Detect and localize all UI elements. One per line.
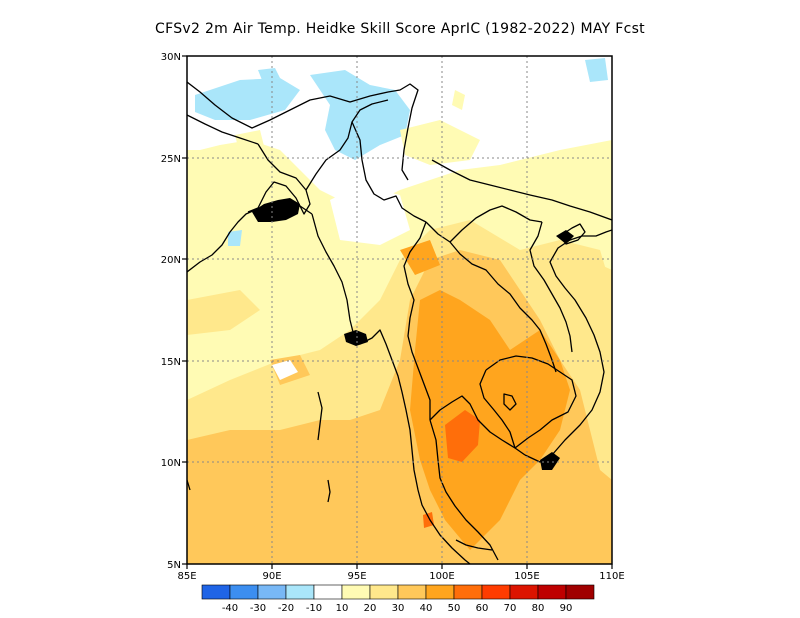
plot-frame <box>186 55 613 565</box>
field-yellow-n1 <box>452 90 465 110</box>
lat-label: 30N <box>161 52 181 63</box>
lat-label: 25N <box>161 154 181 165</box>
field-band-60 <box>445 410 480 462</box>
cambodia-border <box>485 355 577 449</box>
lat-label: 20N <box>161 255 181 266</box>
colorbar-label: 80 <box>532 603 545 614</box>
map-title: CFSv2 2m Air Temp. Heidke Skill Score Ap… <box>155 21 645 37</box>
colorbar-swatch <box>565 584 595 600</box>
gridlines <box>187 56 612 564</box>
colorbar-swatch <box>285 584 315 600</box>
colorbar-label: 70 <box>504 603 517 614</box>
laos-china-border <box>449 205 543 243</box>
colorbar-swatch <box>481 584 511 600</box>
gulf-thailand-north <box>429 395 526 456</box>
field-blue-3 <box>585 58 608 82</box>
field-white-d <box>272 360 298 380</box>
colorbar-swatch <box>229 584 259 600</box>
nepal-bhutan <box>187 114 259 145</box>
malay-peninsula-west <box>417 489 471 564</box>
field-band-30b <box>187 290 260 335</box>
colorbar-label: 40 <box>420 603 433 614</box>
colorbar-swatch <box>509 584 539 600</box>
lon-label: 90E <box>262 571 281 582</box>
lat-label: 15N <box>161 357 181 368</box>
myanmar-thai-border <box>403 221 431 420</box>
colorbar-label: 60 <box>476 603 489 614</box>
field-band-50b <box>400 240 440 275</box>
skill-field <box>187 56 612 564</box>
andaman-islands <box>317 391 323 441</box>
lon-label: 95E <box>347 571 366 582</box>
lon-labels: 85E 90E 95E 100E 105E 110E <box>177 571 624 582</box>
colorbar-label: 90 <box>560 603 573 614</box>
lon-label: 100E <box>429 571 454 582</box>
colorbar <box>201 584 595 600</box>
field-blue-4 <box>228 230 242 246</box>
field-band-30c <box>560 260 612 300</box>
field-band-50 <box>410 290 570 550</box>
cambodia-thai-border <box>479 369 516 449</box>
field-band-60b <box>423 512 434 528</box>
colorbar-label: -40 <box>222 603 238 614</box>
colorbar-swatch <box>369 584 399 600</box>
colorbar-swatch <box>257 584 287 600</box>
malaysia-border <box>455 539 493 551</box>
lon-label: 105E <box>514 571 539 582</box>
tick-marks <box>182 55 613 569</box>
lat-labels: 5N 10N 15N 20N 25N 30N <box>161 52 181 571</box>
colorbar-swatch <box>313 584 343 600</box>
colorbar-swatch <box>201 584 231 600</box>
delta-coasts <box>252 198 574 470</box>
lat-label: 10N <box>161 458 181 469</box>
colorbar-label: 50 <box>448 603 461 614</box>
lat-label: 5N <box>167 560 181 571</box>
indochina-coast <box>524 229 612 463</box>
laos-vietnam-border <box>529 221 573 353</box>
india-ne-border <box>305 99 389 191</box>
colorbar-label: -10 <box>306 603 322 614</box>
nicobar-islands <box>327 479 331 503</box>
colorbar-labels: -40 -30 -20 -10 10 20 30 40 50 60 70 80 … <box>222 603 573 614</box>
mekong-delta <box>540 452 560 470</box>
field-band-40b <box>195 480 280 530</box>
colorbar-swatch <box>425 584 455 600</box>
irrawaddy-delta <box>344 330 368 346</box>
colorbar-swatch <box>537 584 567 600</box>
red-river-delta <box>556 230 574 244</box>
lon-label: 85E <box>177 571 196 582</box>
myanmar-coast <box>311 213 419 491</box>
lon-label: 110E <box>599 571 624 582</box>
colorbar-swatch <box>397 584 427 600</box>
colorbar-label: -20 <box>278 603 294 614</box>
field-white-b <box>330 185 410 245</box>
malay-peninsula-east <box>429 419 499 561</box>
colorbar-label: -30 <box>250 603 266 614</box>
tibet-border <box>187 81 419 181</box>
field-blue-5 <box>258 68 280 80</box>
colorbar-label: 20 <box>364 603 377 614</box>
field-yellow-n3 <box>235 130 265 155</box>
china-coast <box>431 159 612 221</box>
thai-laos-border <box>425 221 557 373</box>
lake-tonle <box>503 393 517 411</box>
colorbar-swatch <box>341 584 371 600</box>
myanmar-north-border <box>351 121 427 223</box>
bangladesh-border <box>247 143 311 215</box>
colorbar-label: 10 <box>336 603 349 614</box>
field-yellow-n2 <box>400 120 480 165</box>
ganges-delta <box>252 198 300 222</box>
colorbar-swatch <box>453 584 483 600</box>
colorbar-label: 30 <box>392 603 405 614</box>
